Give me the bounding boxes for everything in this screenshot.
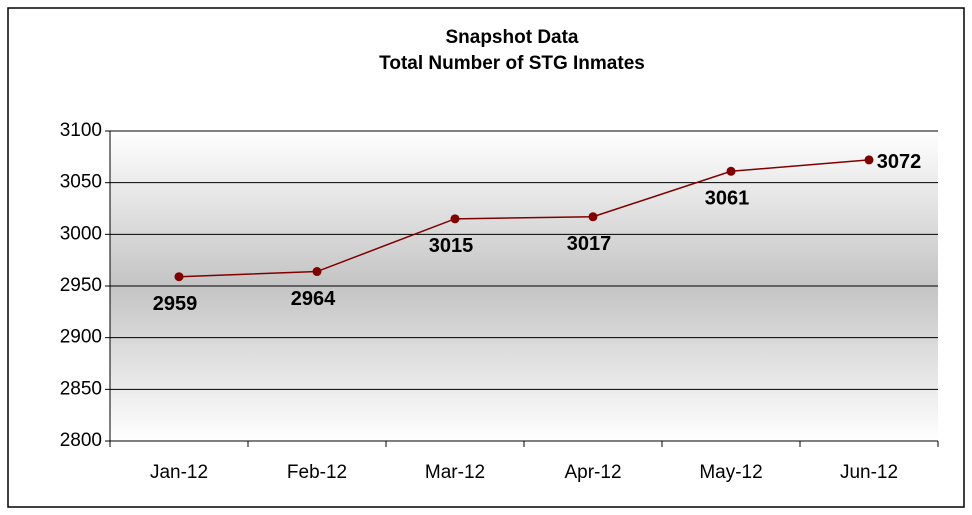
y-tick-label: 2900 — [60, 327, 102, 348]
y-tick-label: 3100 — [60, 120, 102, 141]
y-tick-label: 2800 — [60, 430, 102, 451]
y-tick-label: 3050 — [60, 172, 102, 193]
data-line — [178, 159, 870, 278]
data-label: 2959 — [153, 293, 198, 315]
data-point — [312, 267, 322, 277]
x-tick-label: Jun-12 — [840, 462, 898, 483]
y-tick-label: 3000 — [60, 223, 102, 244]
x-tick-label: Mar-12 — [425, 462, 485, 483]
data-point — [726, 166, 736, 176]
data-label: 3061 — [705, 188, 750, 210]
y-tick-label: 2950 — [60, 275, 102, 296]
data-label: 3015 — [429, 235, 474, 257]
data-label: 2964 — [291, 288, 336, 310]
x-tick-label: Apr-12 — [564, 462, 621, 483]
x-tick-label: Feb-12 — [287, 462, 347, 483]
y-tick-label: 2850 — [60, 378, 102, 399]
data-label: 3072 — [877, 151, 922, 173]
data-point — [174, 272, 184, 282]
chart-subtitle: Total Number of STG Inmates — [379, 53, 645, 74]
data-point — [588, 212, 598, 222]
chart-title: Snapshot Data — [445, 27, 578, 48]
x-tick-label: Jan-12 — [150, 462, 208, 483]
data-point — [864, 155, 874, 165]
data-point — [450, 214, 460, 224]
data-label: 3017 — [567, 233, 612, 255]
x-tick-label: May-12 — [699, 462, 762, 483]
